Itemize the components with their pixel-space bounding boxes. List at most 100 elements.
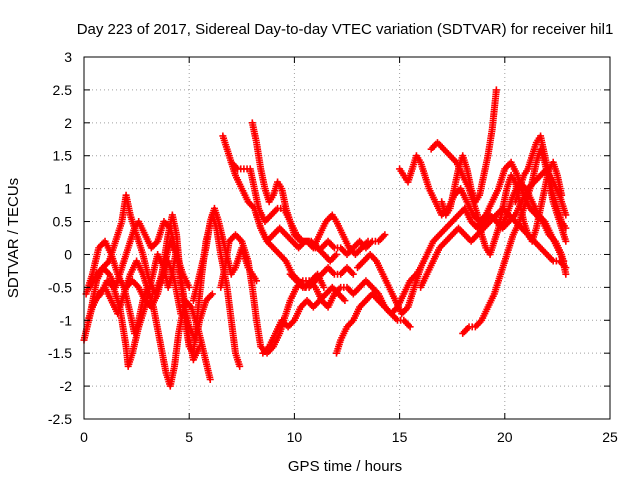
data-point-run bbox=[227, 232, 238, 244]
data-point-run bbox=[397, 167, 406, 177]
data-point-run bbox=[548, 233, 560, 250]
data-point-run bbox=[134, 259, 146, 276]
y-tick-label: 2 bbox=[64, 115, 72, 131]
data-point-run bbox=[418, 253, 430, 269]
data-point-run bbox=[148, 292, 161, 309]
x-tick-label: 15 bbox=[392, 429, 408, 445]
y-tick-label: -0.5 bbox=[48, 279, 72, 295]
series-track-20 bbox=[438, 86, 500, 219]
data-point-run bbox=[249, 286, 260, 322]
series-track-13 bbox=[259, 283, 349, 357]
data-point-run bbox=[473, 193, 482, 204]
data-point-run bbox=[124, 278, 135, 290]
data-point-run bbox=[401, 279, 413, 296]
data-point-run bbox=[290, 239, 301, 250]
data-point-run bbox=[498, 213, 510, 230]
data-point-run bbox=[376, 232, 387, 244]
data-point-run bbox=[559, 220, 568, 230]
data-point-run bbox=[484, 128, 496, 158]
data-point-run bbox=[94, 265, 105, 277]
data-point-run bbox=[361, 252, 373, 263]
data-point-run bbox=[190, 272, 203, 302]
data-point-run bbox=[233, 232, 244, 244]
data-point-run bbox=[330, 213, 339, 223]
data-point-run bbox=[357, 298, 368, 309]
data-point-run bbox=[357, 278, 368, 290]
data-point-run bbox=[448, 153, 459, 165]
data-point-run bbox=[437, 226, 448, 237]
data-point-run bbox=[286, 318, 297, 329]
data-point-run bbox=[350, 305, 363, 322]
data-point-run bbox=[426, 187, 438, 204]
y-tick-label: 0 bbox=[64, 246, 72, 262]
data-point-run bbox=[298, 298, 309, 309]
data-point-run bbox=[204, 292, 215, 303]
data-point-run bbox=[364, 239, 375, 250]
data-point-run bbox=[525, 233, 535, 243]
data-point-run bbox=[353, 246, 364, 257]
data-point-run bbox=[488, 108, 498, 131]
data-point-run bbox=[305, 298, 316, 309]
data-point-run bbox=[334, 220, 346, 237]
y-tick-label: -1 bbox=[60, 312, 73, 328]
data-point bbox=[185, 283, 193, 291]
data-point-run bbox=[418, 272, 430, 289]
data-point-run bbox=[139, 253, 153, 283]
data-point bbox=[562, 264, 570, 272]
data-point-run bbox=[229, 160, 240, 171]
x-tick-label: 25 bbox=[602, 429, 618, 445]
data-point-run bbox=[125, 226, 138, 250]
data-point-run bbox=[340, 233, 352, 250]
data-point-run bbox=[277, 226, 288, 237]
x-tick-label: 20 bbox=[497, 429, 513, 445]
data-point-run bbox=[443, 219, 455, 230]
data-point-run bbox=[89, 292, 102, 309]
data-point-run bbox=[364, 292, 375, 303]
data-point-run bbox=[462, 232, 474, 244]
data-point-run bbox=[399, 305, 410, 316]
data-point-run bbox=[528, 206, 539, 217]
data-point-run bbox=[481, 219, 492, 230]
data-point-run bbox=[287, 286, 299, 302]
data-point-run bbox=[266, 332, 278, 348]
data-point-run bbox=[529, 200, 541, 217]
data-point-run bbox=[321, 252, 333, 263]
data-point bbox=[236, 362, 244, 370]
series-track-22 bbox=[511, 132, 570, 232]
data-point-run bbox=[544, 252, 556, 263]
data-point-run bbox=[538, 167, 549, 178]
axis-ticks: 0 5 10 15 20 25 -2.5 -2 -1.5 -1 -0.5 0 0.5 1 1.5 2 2.5 3 bbox=[48, 49, 618, 445]
data-point-run bbox=[380, 272, 392, 289]
data-point-run bbox=[309, 272, 320, 283]
data-point-run bbox=[263, 213, 274, 224]
data-point bbox=[320, 283, 328, 291]
data-point-run bbox=[326, 265, 337, 277]
data-point-run bbox=[537, 187, 548, 210]
data-point-run bbox=[536, 213, 547, 224]
data-point-run bbox=[351, 285, 362, 296]
data-point-run bbox=[510, 220, 522, 237]
data-point-run bbox=[96, 239, 107, 250]
data-point-run bbox=[443, 207, 453, 217]
data-points bbox=[80, 86, 570, 390]
data-point-run bbox=[244, 259, 256, 289]
data-point-run bbox=[101, 265, 112, 277]
data-point-run bbox=[485, 292, 497, 309]
x-tick-label: 10 bbox=[287, 429, 303, 445]
data-point-run bbox=[246, 199, 257, 211]
data-point-run bbox=[311, 298, 322, 309]
data-point-run bbox=[288, 272, 299, 283]
data-point-run bbox=[542, 220, 554, 237]
data-point-run bbox=[338, 265, 349, 277]
data-point bbox=[558, 191, 566, 199]
data-point-run bbox=[504, 233, 517, 256]
data-point-run bbox=[502, 160, 514, 171]
data-point-run bbox=[171, 279, 184, 315]
data-point-run bbox=[267, 193, 276, 204]
data-point-run bbox=[538, 246, 549, 257]
data-point-run bbox=[336, 292, 347, 303]
data-point-run bbox=[215, 220, 228, 250]
y-tick-label: 2.5 bbox=[53, 82, 73, 98]
data-point-run bbox=[347, 246, 358, 257]
data-point-run bbox=[458, 187, 470, 204]
